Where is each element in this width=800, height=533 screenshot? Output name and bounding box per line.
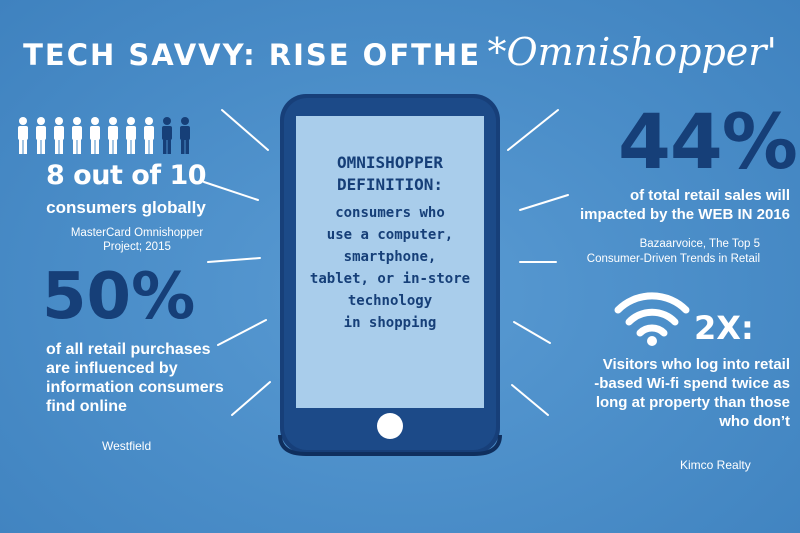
definition-heading: OMNISHOPPER — [337, 153, 443, 172]
stat-2x-desc: Visitors who log into retail -based Wi-f… — [560, 355, 790, 431]
definition-heading: DEFINITION: — [337, 175, 443, 194]
stat-8-out-of-10-source: MasterCard Omnishopper Project; 2015 — [70, 227, 204, 253]
desc-line: of all retail purchases — [46, 341, 211, 358]
stat-2x: 2X: — [694, 309, 754, 347]
person-icon — [162, 117, 172, 154]
definition-body: use a computer, — [326, 227, 454, 243]
person-icon — [54, 117, 64, 154]
person-icon — [126, 117, 136, 154]
desc-line: -based Wi-fi spend twice as — [594, 375, 790, 392]
source-line: Consumer-Driven Trends in Retail — [586, 253, 760, 265]
definition-body: smartphone, — [343, 249, 437, 265]
phone-screen-text: OMNISHOPPER DEFINITION: consumers who us… — [298, 152, 482, 334]
stat-50-percent-source: Westfield — [102, 439, 152, 453]
desc-line: are influenced by — [46, 360, 178, 377]
person-icon — [180, 117, 190, 154]
stat-44-percent-desc: of total retail sales will impacted by t… — [560, 186, 790, 224]
stat-8-out-of-10: 8 out of 10 — [46, 160, 207, 191]
definition-body: technology — [347, 293, 433, 309]
people-icons — [18, 117, 190, 154]
phone-icon — [278, 94, 502, 456]
desc-line: long at property than those — [595, 394, 790, 411]
stat-50-percent: 50% — [42, 260, 196, 334]
desc-line: of total retail sales will — [629, 187, 790, 204]
person-icon — [72, 117, 82, 154]
desc-line: impacted by the WEB IN 2016 — [579, 206, 790, 223]
title: TECH SAVVY: RISE OFTHE *Omnishopper' — [0, 30, 800, 74]
stat-8-out-of-10-desc: consumers globally — [46, 198, 206, 217]
person-icon — [144, 117, 154, 154]
title-main: TECH SAVVY: RISE OFTHE — [23, 38, 482, 72]
desc-line: information consumers — [46, 379, 224, 396]
person-icon — [90, 117, 100, 154]
desc-line: Visitors who log into retail — [602, 356, 790, 373]
source-line: Bazaarvoice, The Top 5 — [639, 238, 760, 250]
person-icon — [108, 117, 118, 154]
desc-line: find online — [46, 398, 127, 415]
definition-body: tablet, or in-store — [309, 271, 471, 287]
definition-body: in shopping — [343, 315, 437, 331]
stat-2x-source: Kimco Realty — [680, 458, 751, 472]
title-script: *Omnishopper' — [487, 30, 777, 74]
wifi-icon — [614, 292, 690, 346]
definition-body: consumers who — [335, 205, 445, 221]
person-icon — [36, 117, 46, 154]
person-icon — [18, 117, 28, 154]
stat-44-percent-source: Bazaarvoice, The Top 5 Consumer-Driven T… — [560, 237, 760, 267]
stat-44-percent: 44% — [618, 97, 798, 186]
desc-line: who don’t — [719, 413, 790, 430]
stat-50-percent-desc: of all retail purchases are influenced b… — [46, 340, 246, 416]
